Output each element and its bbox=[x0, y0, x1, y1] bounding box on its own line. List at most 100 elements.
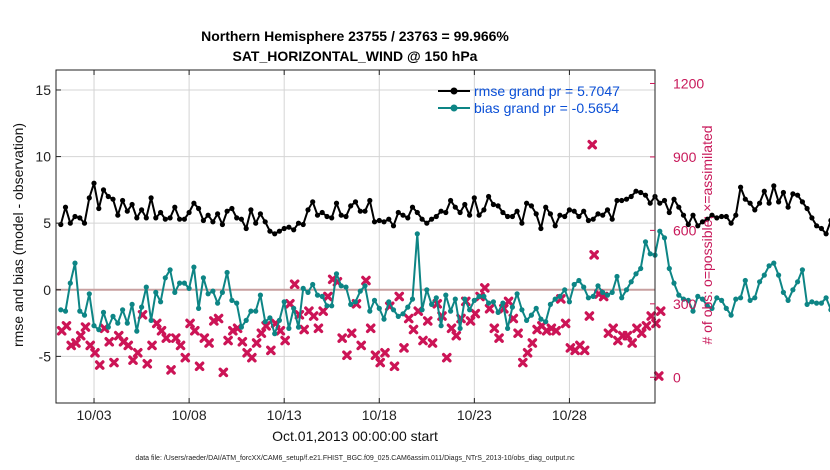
rmse-point-79 bbox=[433, 213, 439, 220]
obs-marker-125 bbox=[651, 318, 661, 329]
rmse-point-121 bbox=[633, 188, 639, 194]
obs-marker-46 bbox=[275, 325, 286, 336]
bias-point-117 bbox=[614, 273, 620, 280]
obs-marker-116 bbox=[608, 323, 618, 334]
rmse-point-60 bbox=[343, 213, 349, 220]
bias-point-145 bbox=[747, 297, 753, 303]
rmse-point-90 bbox=[486, 193, 492, 200]
obs-marker-123 bbox=[641, 321, 652, 331]
y-axis-label: rmse and bias (model - observation) bbox=[10, 123, 26, 347]
bias-point-12 bbox=[115, 320, 121, 326]
obs-marker-126 bbox=[655, 306, 666, 316]
obs-marker-110 bbox=[579, 345, 590, 356]
obs-marker-111 bbox=[584, 311, 595, 321]
rmse-point-150 bbox=[771, 183, 777, 189]
rmse-point-73 bbox=[405, 215, 411, 221]
bias-point-17 bbox=[139, 304, 145, 310]
rmse-point-120 bbox=[628, 193, 634, 200]
bias-point-73 bbox=[405, 304, 411, 310]
rmse-point-136 bbox=[704, 216, 710, 222]
rmse-point-74 bbox=[409, 204, 416, 210]
bias-point-97 bbox=[519, 307, 525, 313]
rmse-point-81 bbox=[443, 209, 449, 216]
bias-point-64 bbox=[362, 283, 368, 289]
rmse-point-123 bbox=[642, 192, 649, 198]
rmse-point-154 bbox=[790, 191, 796, 197]
bias-point-84 bbox=[457, 325, 463, 331]
bias-point-118 bbox=[619, 295, 625, 301]
bias-point-55 bbox=[319, 293, 325, 299]
rmse-point-14 bbox=[124, 208, 130, 214]
bias-point-39 bbox=[243, 317, 249, 323]
bias-point-34 bbox=[219, 289, 225, 295]
rmse-point-108 bbox=[571, 208, 577, 214]
rmse-point-134 bbox=[695, 223, 701, 229]
bias-point-102 bbox=[543, 319, 549, 325]
bias-point-13 bbox=[120, 307, 126, 313]
rmse-point-21 bbox=[158, 209, 164, 216]
rmse-point-34 bbox=[219, 221, 225, 228]
bias-point-8 bbox=[96, 327, 102, 333]
bias-point-61 bbox=[348, 301, 354, 307]
bias-point-49 bbox=[291, 305, 297, 311]
rmse-point-70 bbox=[390, 223, 397, 229]
obs-marker-63 bbox=[356, 340, 367, 351]
obs-marker-29 bbox=[194, 361, 205, 372]
rmse-point-128 bbox=[666, 209, 672, 216]
rmse-point-64 bbox=[362, 208, 368, 214]
obs-marker-1 bbox=[61, 321, 72, 331]
obs-marker-98 bbox=[522, 348, 533, 358]
legend: rmse grand pr = 5.7047 bias grand pr = -… bbox=[438, 83, 620, 116]
bias-point-127 bbox=[661, 235, 668, 241]
bias-point-67 bbox=[376, 305, 382, 311]
bias-point-19 bbox=[148, 317, 154, 323]
rmse-point-116 bbox=[609, 216, 615, 222]
y2-tick-label: 900 bbox=[673, 149, 697, 165]
obs-marker-11 bbox=[109, 357, 119, 368]
rmse-point-118 bbox=[619, 197, 625, 204]
bias-point-140 bbox=[723, 305, 729, 311]
bias-point-143 bbox=[738, 295, 744, 301]
y2-tick-label: 300 bbox=[673, 296, 697, 312]
rmse-point-145 bbox=[747, 200, 753, 206]
rmse-point-48 bbox=[286, 224, 292, 230]
rmse-point-23 bbox=[167, 215, 173, 221]
bias-point-5 bbox=[81, 312, 88, 318]
bias-point-158 bbox=[809, 299, 815, 305]
rmse-point-69 bbox=[386, 216, 392, 222]
rmse-point-107 bbox=[566, 207, 573, 213]
rmse-point-151 bbox=[776, 199, 782, 205]
rmse-point-66 bbox=[371, 219, 378, 225]
bias-point-104 bbox=[552, 296, 558, 302]
bias-point-149 bbox=[766, 263, 772, 269]
rmse-point-80 bbox=[438, 208, 444, 214]
rmse-point-139 bbox=[719, 213, 725, 220]
obs-marker-83 bbox=[451, 330, 462, 341]
rmse-point-99 bbox=[528, 203, 535, 209]
data-file-footnote: data file: /Users/raeder/DAI/ATM_forcXX/… bbox=[135, 455, 575, 462]
obs-marker-28 bbox=[190, 325, 200, 336]
rmse-point-8 bbox=[96, 205, 102, 212]
obs-marker-40 bbox=[247, 352, 257, 363]
rmse-point-59 bbox=[338, 212, 344, 218]
bias-point-100 bbox=[533, 305, 539, 311]
bias-point-144 bbox=[742, 277, 748, 284]
rmse-point-55 bbox=[319, 209, 325, 216]
bias-point-155 bbox=[795, 279, 801, 285]
rmse-point-105 bbox=[557, 212, 563, 218]
obs-marker-66 bbox=[370, 350, 381, 361]
obs-marker-90 bbox=[484, 303, 495, 314]
bias-point-141 bbox=[728, 312, 734, 318]
rmse-point-62 bbox=[352, 199, 359, 205]
obs-marker-86 bbox=[465, 316, 476, 326]
rmse-point-17 bbox=[139, 207, 145, 213]
rmse-point-157 bbox=[804, 205, 810, 212]
bias-point-96 bbox=[514, 291, 520, 297]
bias-point-74 bbox=[409, 296, 416, 302]
bias-point-54 bbox=[314, 292, 321, 298]
chart-subtitle: SAT_HORIZONTAL_WIND @ 150 hPa bbox=[233, 48, 478, 64]
rmse-point-2 bbox=[67, 220, 73, 226]
rmse-point-44 bbox=[267, 228, 273, 234]
bias-point-2 bbox=[67, 280, 73, 286]
rmse-point-94 bbox=[505, 213, 511, 220]
